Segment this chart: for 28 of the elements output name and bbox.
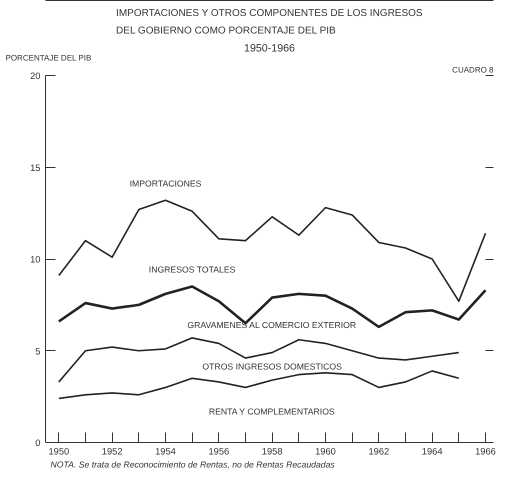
x-tick-label: 1962 [368, 446, 390, 456]
x-tick-label: 1954 [155, 446, 176, 456]
y-tick-label: 5 [35, 346, 41, 356]
y-tick-label: 10 [30, 254, 41, 264]
series-label: IMPORTACIONES [130, 178, 202, 188]
x-tick-label: 1966 [475, 446, 496, 456]
line-series [58, 370, 460, 400]
y-tick-label: 15 [30, 162, 41, 173]
chart-title: IMPORTACIONES Y OTROS COMPONENTES DE LOS INGRESOS DEL GOBIERNO COMO PORCENTAJE DEL PIB [116, 8, 423, 36]
chart-subtitle: 1950-1966 [244, 42, 296, 54]
series-label: INGRESOS TOTALES [148, 264, 236, 275]
x-tick-label: 1958 [262, 446, 283, 456]
x-tick-label: 1950 [48, 446, 70, 456]
text: CUADRO 8 [452, 66, 494, 74]
x-tick-label: 1952 [102, 446, 123, 456]
x-tick-label: 1964 [422, 446, 443, 456]
x-tick-label: 1956 [208, 446, 230, 456]
annotation: GRAVAMENES AL COMERCIO EXTERIOR [187, 320, 356, 330]
line-series [58, 285, 487, 328]
x-tick-label: 1960 [315, 446, 336, 456]
line-series [58, 337, 460, 383]
text: NOTA. Se trata de Reconocimiento de Rentas, no de Rentas Recaudadas [50, 460, 336, 470]
y-tick-label: 0 [35, 438, 41, 448]
annotation: RENTA Y COMPLEMENTARIOS [208, 406, 335, 416]
y-axis-title: PORCENTAJE DEL PIB [6, 54, 92, 62]
y-tick-label: 20 [30, 71, 41, 81]
line-series [58, 199, 486, 302]
annotation: OTROS INGRESOS DOMESTICOS [202, 361, 342, 372]
